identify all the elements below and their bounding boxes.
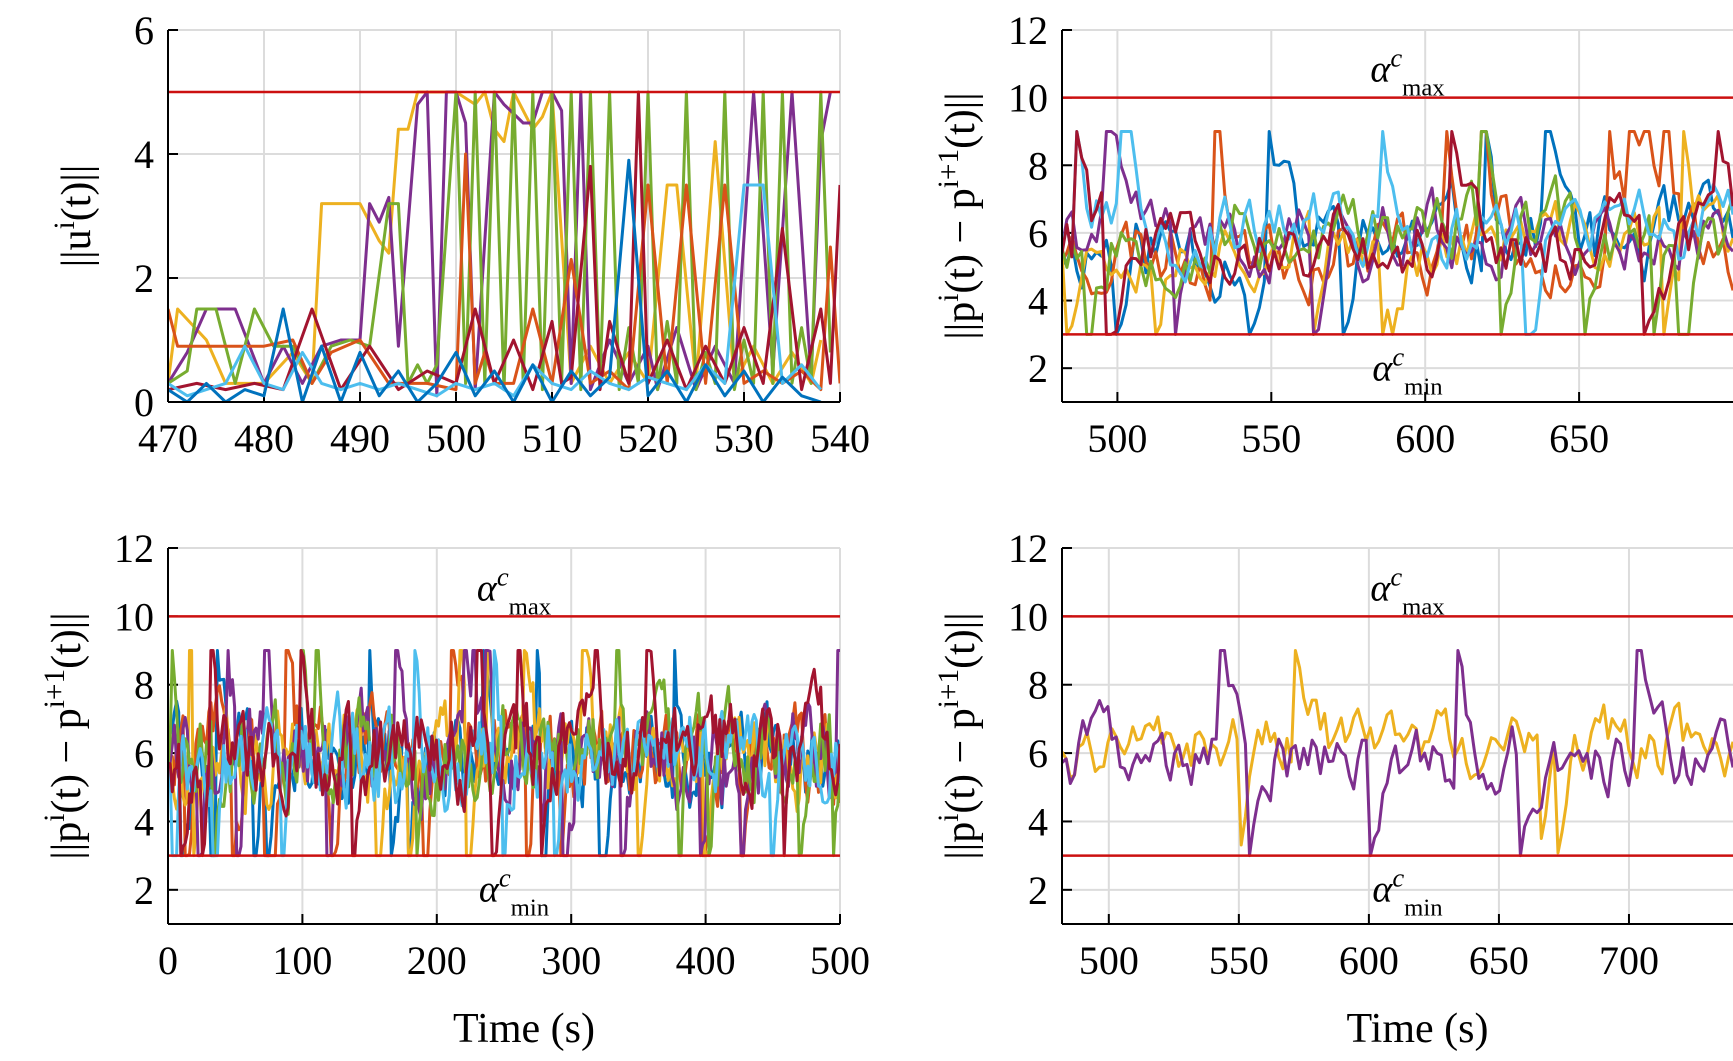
series-line-6: [168, 158, 822, 402]
x-tick-label: 530: [714, 416, 774, 461]
y-tick-label: 2: [1028, 868, 1048, 913]
x-tick-label: 0: [158, 938, 178, 983]
y-tick-label: 2: [1028, 346, 1048, 391]
series-line-4: [1062, 130, 1733, 336]
bound-label: αcmax: [477, 561, 552, 620]
y-tick-label: 8: [1028, 663, 1048, 708]
y-tick-label: 6: [1028, 731, 1048, 776]
x-tick-label: 500: [1079, 938, 1139, 983]
series-group: [1062, 649, 1733, 858]
x-tick-label: 100: [272, 938, 332, 983]
y-tick-label: 4: [1028, 279, 1048, 324]
bound-label: αcmax: [1370, 561, 1445, 620]
x-tick-label: 300: [541, 938, 601, 983]
x-tick-label: 480: [234, 416, 294, 461]
y-tick-label: 10: [114, 594, 154, 639]
y-tick-label: 4: [134, 132, 154, 177]
series-line-0: [1062, 649, 1733, 855]
y-tick-label: 12: [1008, 526, 1048, 571]
x-tick-label: 490: [330, 416, 390, 461]
series-group: [168, 90, 840, 402]
x-tick-label: 500: [426, 416, 486, 461]
y-axis-label: ||pi(t) − pi+1(t)||: [39, 612, 90, 859]
x-tick-label: 400: [676, 938, 736, 983]
x-tick-label: 600: [1395, 416, 1455, 461]
x-tick-label: 650: [1549, 416, 1609, 461]
bound-label: αcmin: [1372, 863, 1442, 922]
x-tick-label: 520: [618, 416, 678, 461]
y-tick-label: 6: [134, 8, 154, 53]
x-tick-label: 500: [810, 938, 870, 983]
chart-panel-top-right: 500 550 600 650 2 4 6 8 10 12 αcmax αcmin ||pi(t) − …: [933, 8, 1733, 461]
x-tick-label: 650: [1469, 938, 1529, 983]
y-tick-label: 4: [134, 799, 154, 844]
y-tick-label: 12: [1008, 8, 1048, 53]
y-tick-label: 12: [114, 526, 154, 571]
x-tick-label: 510: [522, 416, 582, 461]
series-group: [1062, 130, 1733, 336]
y-axis-label: ||pi(t) − pi+1(t)||: [933, 92, 984, 339]
y-tick-label: 6: [1028, 211, 1048, 256]
y-tick-label: 6: [134, 731, 154, 776]
y-tick-label: 8: [134, 663, 154, 708]
chart-panel-bottom-left: 0 100 200 300 400 500 2 4 6 8 10 12 αcmax αcmin ||pi(t…: [39, 526, 870, 1052]
chart-panel-top-left: 470 480 490 500 510 520 530 540 0 2 4 6 ||ui(t)||: [49, 8, 870, 461]
x-tick-label: 200: [407, 938, 467, 983]
x-tick-label: 550: [1241, 416, 1301, 461]
x-tick-label: 540: [810, 416, 870, 461]
series-line-1: [1062, 649, 1733, 858]
y-tick-label: 0: [134, 380, 154, 425]
chart-panel-bottom-right: 500 550 600 650 700 2 4 6 8 10 12 αcmax αcmin ||pi(t)…: [933, 526, 1733, 1052]
series-line-5: [168, 183, 822, 398]
bound-label: αcmin: [479, 863, 549, 922]
y-tick-label: 4: [1028, 799, 1048, 844]
bound-label: αcmin: [1372, 341, 1442, 400]
series-line-3: [168, 152, 840, 392]
x-tick-label: 470: [138, 416, 198, 461]
y-tick-label: 2: [134, 256, 154, 301]
x-tick-label: 600: [1339, 938, 1399, 983]
series-line-6: [1062, 130, 1733, 336]
x-tick-label: 700: [1599, 938, 1659, 983]
y-tick-label: 2: [134, 868, 154, 913]
series-line-6: [168, 649, 840, 858]
x-axis-label: Time (s): [1347, 1006, 1489, 1052]
x-tick-label: 550: [1209, 938, 1269, 983]
y-axis-label: ||ui(t)||: [49, 165, 100, 267]
y-tick-label: 10: [1008, 76, 1048, 121]
series-line-2: [168, 90, 832, 392]
y-tick-label: 10: [1008, 594, 1048, 639]
bound-label: αcmax: [1370, 43, 1445, 102]
x-tick-label: 500: [1087, 416, 1147, 461]
y-axis-label: ||pi(t) − pi+1(t)||: [933, 612, 984, 859]
x-axis-label: Time (s): [453, 1006, 595, 1052]
series-line-4: [168, 90, 840, 392]
y-tick-label: 8: [1028, 143, 1048, 188]
